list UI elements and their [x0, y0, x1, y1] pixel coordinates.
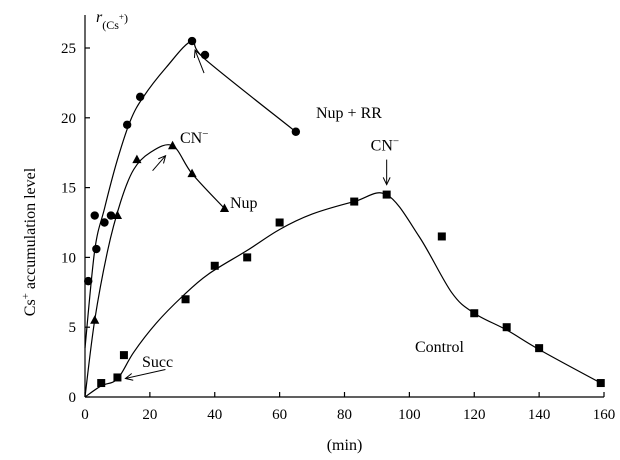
x-tick-label: 60: [272, 407, 287, 423]
point-control: [97, 379, 106, 388]
series-label-nup-rr: Nup + RR: [316, 105, 382, 122]
series-line-control: [84, 192, 602, 398]
series-line-nup: [84, 144, 225, 398]
point-nup: [219, 203, 230, 213]
cn-arrow-nup-head: [158, 154, 167, 164]
cn-arrow-nup-rr-head: [193, 48, 202, 59]
point-nup-rr: [106, 211, 116, 220]
axes: 0 20 40 60 80 100 120 140 160 0 5 10 15 20 25 (min) Cs+ …: [20, 9, 615, 454]
point-control: [275, 218, 284, 227]
point-control: [243, 253, 252, 262]
point-nup: [187, 168, 197, 178]
succ-label: Succ: [142, 354, 173, 371]
cn-arrow-nup: [152, 155, 166, 172]
cn-arrow-nup-rr: [194, 49, 205, 74]
point-nup-rr: [187, 36, 197, 46]
y-tick-label: 25: [61, 41, 76, 57]
series-curves: [84, 40, 602, 398]
point-nup-rr: [92, 244, 101, 254]
point-control: [350, 197, 359, 206]
point-control: [470, 309, 479, 318]
point-control: [502, 323, 511, 332]
annotations: CN− CN− Succ Nup + RR Nup Control: [124, 48, 464, 381]
succ-arrow-head: [124, 373, 134, 381]
series-label-nup: Nup: [230, 195, 258, 212]
series-markers: [84, 36, 605, 388]
point-nup-rr: [90, 211, 99, 220]
point-nup: [132, 154, 142, 164]
y-tick-label: 20: [61, 111, 76, 127]
y-tick-label: 15: [61, 181, 76, 197]
x-tick-label: 40: [207, 407, 222, 423]
y-tick-label: 0: [69, 390, 77, 406]
y-tick-label: 10: [61, 250, 76, 266]
point-control: [535, 344, 544, 353]
x-tick-label: 160: [593, 407, 616, 423]
point-nup-rr: [135, 92, 145, 102]
series-label-control: Control: [415, 339, 464, 356]
x-tick-label: 20: [142, 407, 157, 423]
cn-arrow-control-head: [382, 177, 391, 186]
point-nup-rr: [200, 50, 210, 60]
point-nup-rr: [84, 276, 93, 286]
point-nup: [112, 210, 123, 220]
point-nup-rr: [291, 127, 301, 136]
x-tick-label: 120: [463, 407, 486, 423]
point-control: [437, 232, 446, 241]
point-control: [596, 379, 605, 388]
point-nup: [90, 315, 100, 324]
y-axis-corner-label: r(Cs+): [96, 9, 128, 32]
x-tick-label: 0: [81, 407, 89, 423]
point-control: [382, 190, 391, 199]
point-control: [113, 373, 122, 382]
series-line-nup-rr: [84, 40, 297, 349]
cn-label-nup-rr: CN−: [180, 128, 208, 147]
point-nup-rr: [122, 120, 132, 129]
cn-label-control: CN−: [371, 136, 399, 155]
point-nup-rr: [100, 218, 109, 227]
point-control: [210, 261, 219, 270]
point-control: [119, 351, 128, 360]
x-axis-title: (min): [327, 437, 363, 454]
x-tick-label: 140: [528, 407, 551, 423]
point-nup: [167, 140, 178, 150]
succ-arrow: [125, 368, 166, 379]
x-tick-label: 100: [398, 407, 421, 423]
point-control: [181, 295, 190, 304]
x-tick-label: 80: [337, 407, 352, 423]
y-axis-title: Cs+ accumulation level: [20, 167, 39, 316]
y-tick-label: 5: [69, 320, 77, 336]
